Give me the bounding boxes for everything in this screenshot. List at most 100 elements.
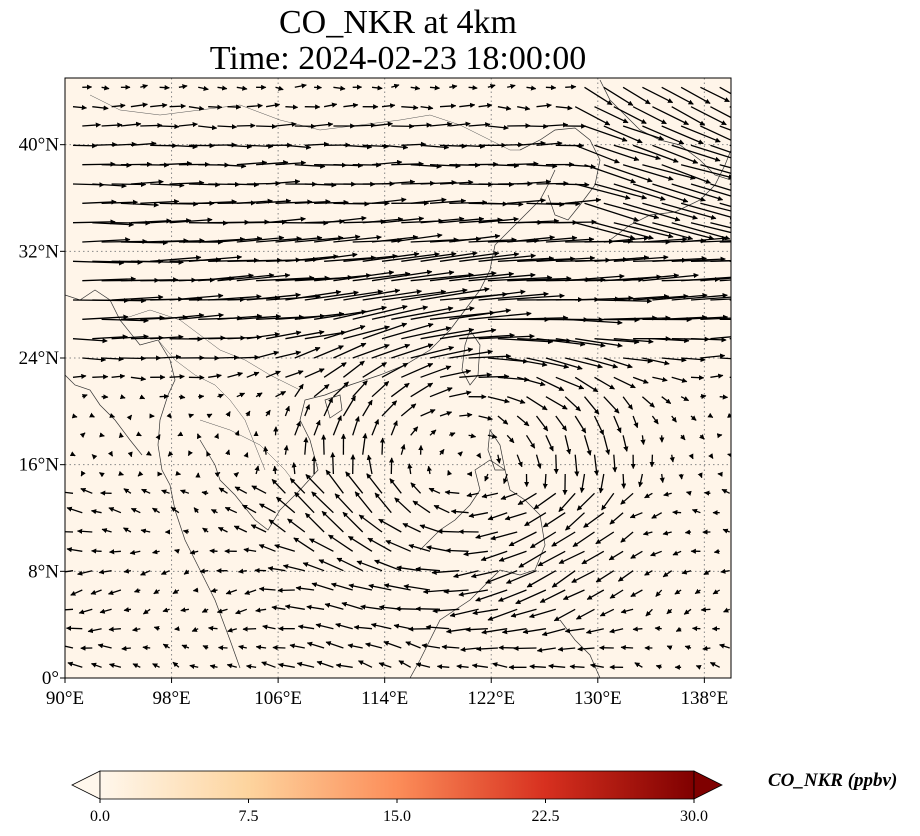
wind-arrow xyxy=(311,491,334,514)
wind-arrow xyxy=(497,293,565,301)
colorbar-tick-label: 30.0 xyxy=(680,808,708,825)
wind-arrow xyxy=(169,103,187,109)
wind-arrow xyxy=(537,550,566,567)
wind-arrow xyxy=(343,253,398,262)
wind-arrow xyxy=(484,473,490,482)
wind-arrow xyxy=(571,570,595,583)
wind-arrow xyxy=(274,543,295,552)
wind-arrow xyxy=(719,643,730,649)
wind-arrow xyxy=(642,125,685,145)
wind-arrow xyxy=(642,236,688,243)
wind-arrow xyxy=(671,222,731,241)
wind-arrow xyxy=(140,199,180,205)
wind-arrow xyxy=(218,487,228,494)
wind-arrow xyxy=(66,547,83,553)
wind-arrow xyxy=(478,373,510,380)
wind-arrow xyxy=(381,400,398,417)
wind-arrow xyxy=(87,627,102,634)
wind-arrow xyxy=(341,601,363,610)
wind-arrow xyxy=(555,105,573,111)
wind-arrow xyxy=(719,394,729,400)
wind-arrow xyxy=(640,435,646,446)
wind-arrow xyxy=(608,550,624,561)
wind-arrow xyxy=(206,451,212,457)
wind-arrow xyxy=(284,405,290,417)
wind-arrow xyxy=(225,449,231,456)
wind-arrow xyxy=(476,452,482,459)
wind-arrow xyxy=(594,106,629,124)
wind-arrow xyxy=(153,588,160,595)
wind-arrow xyxy=(420,409,436,417)
wind-arrow xyxy=(468,85,478,91)
wind-arrow xyxy=(545,84,557,91)
wind-arrow xyxy=(277,587,295,593)
wind-arrow xyxy=(72,338,108,344)
wind-arrow xyxy=(498,550,527,562)
wind-arrow xyxy=(172,588,180,595)
wind-arrow xyxy=(381,103,396,109)
wind-arrow xyxy=(275,235,323,243)
wind-arrow xyxy=(644,492,653,499)
wind-arrow xyxy=(410,85,421,91)
wind-arrow xyxy=(671,144,721,162)
wind-arrow xyxy=(581,550,605,565)
wind-arrow xyxy=(498,589,527,602)
wind-arrow xyxy=(478,291,549,301)
wind-arrow xyxy=(410,163,442,169)
wind-arrow xyxy=(111,181,147,188)
wind-arrow xyxy=(180,489,190,495)
wind-arrow xyxy=(420,216,465,224)
wind-arrow xyxy=(224,506,238,514)
wind-arrow xyxy=(305,512,325,533)
colorbar-label: CO_NKR (ppbv) xyxy=(768,770,898,791)
wind-arrow xyxy=(522,628,547,635)
wind-arrow xyxy=(262,624,276,630)
wind-arrow xyxy=(466,492,479,498)
wind-arrow xyxy=(362,432,368,455)
wind-arrow xyxy=(541,628,566,637)
wind-arrow xyxy=(217,354,240,361)
wind-arrow xyxy=(183,569,190,575)
wind-arrow xyxy=(555,182,590,188)
wind-arrow xyxy=(622,125,665,141)
wind-arrow xyxy=(354,491,373,514)
wind-arrow xyxy=(101,199,139,205)
wind-arrow xyxy=(700,202,731,212)
wind-arrow xyxy=(294,83,307,89)
wind-arrow xyxy=(429,198,467,204)
wind-arrow xyxy=(480,550,508,562)
wind-arrow xyxy=(459,102,476,108)
wind-arrow xyxy=(475,589,508,602)
wind-arrow xyxy=(401,251,457,262)
wind-arrow xyxy=(188,413,194,419)
wind-arrow xyxy=(727,452,731,458)
wind-arrow xyxy=(381,216,425,224)
wind-arrow xyxy=(545,201,581,207)
wind-arrow xyxy=(343,144,373,150)
wind-arrow xyxy=(577,646,595,652)
wind-arrow xyxy=(629,512,643,519)
wind-arrow xyxy=(449,432,456,438)
wind-arrow xyxy=(178,312,224,320)
wind-arrow xyxy=(304,404,311,417)
wind-arrow xyxy=(92,374,109,380)
wind-arrow xyxy=(180,607,190,613)
wind-arrow xyxy=(325,469,344,494)
wind-arrow xyxy=(333,85,346,91)
wind-arrow xyxy=(612,454,618,473)
wind-arrow xyxy=(475,531,499,540)
wind-arrow xyxy=(505,570,537,584)
wind-arrow xyxy=(613,222,674,239)
wind-arrow xyxy=(313,419,321,436)
wind-arrow xyxy=(285,254,339,262)
wind-arrow xyxy=(594,376,615,390)
wind-arrow xyxy=(227,182,260,188)
wind-arrow xyxy=(465,626,488,633)
wind-arrow xyxy=(410,426,419,436)
wind-arrow xyxy=(217,124,238,130)
wind-arrow xyxy=(443,588,469,595)
wind-arrow xyxy=(613,144,661,161)
wind-arrow xyxy=(680,125,721,143)
wind-arrow xyxy=(271,478,286,494)
wind-arrow xyxy=(378,518,402,533)
